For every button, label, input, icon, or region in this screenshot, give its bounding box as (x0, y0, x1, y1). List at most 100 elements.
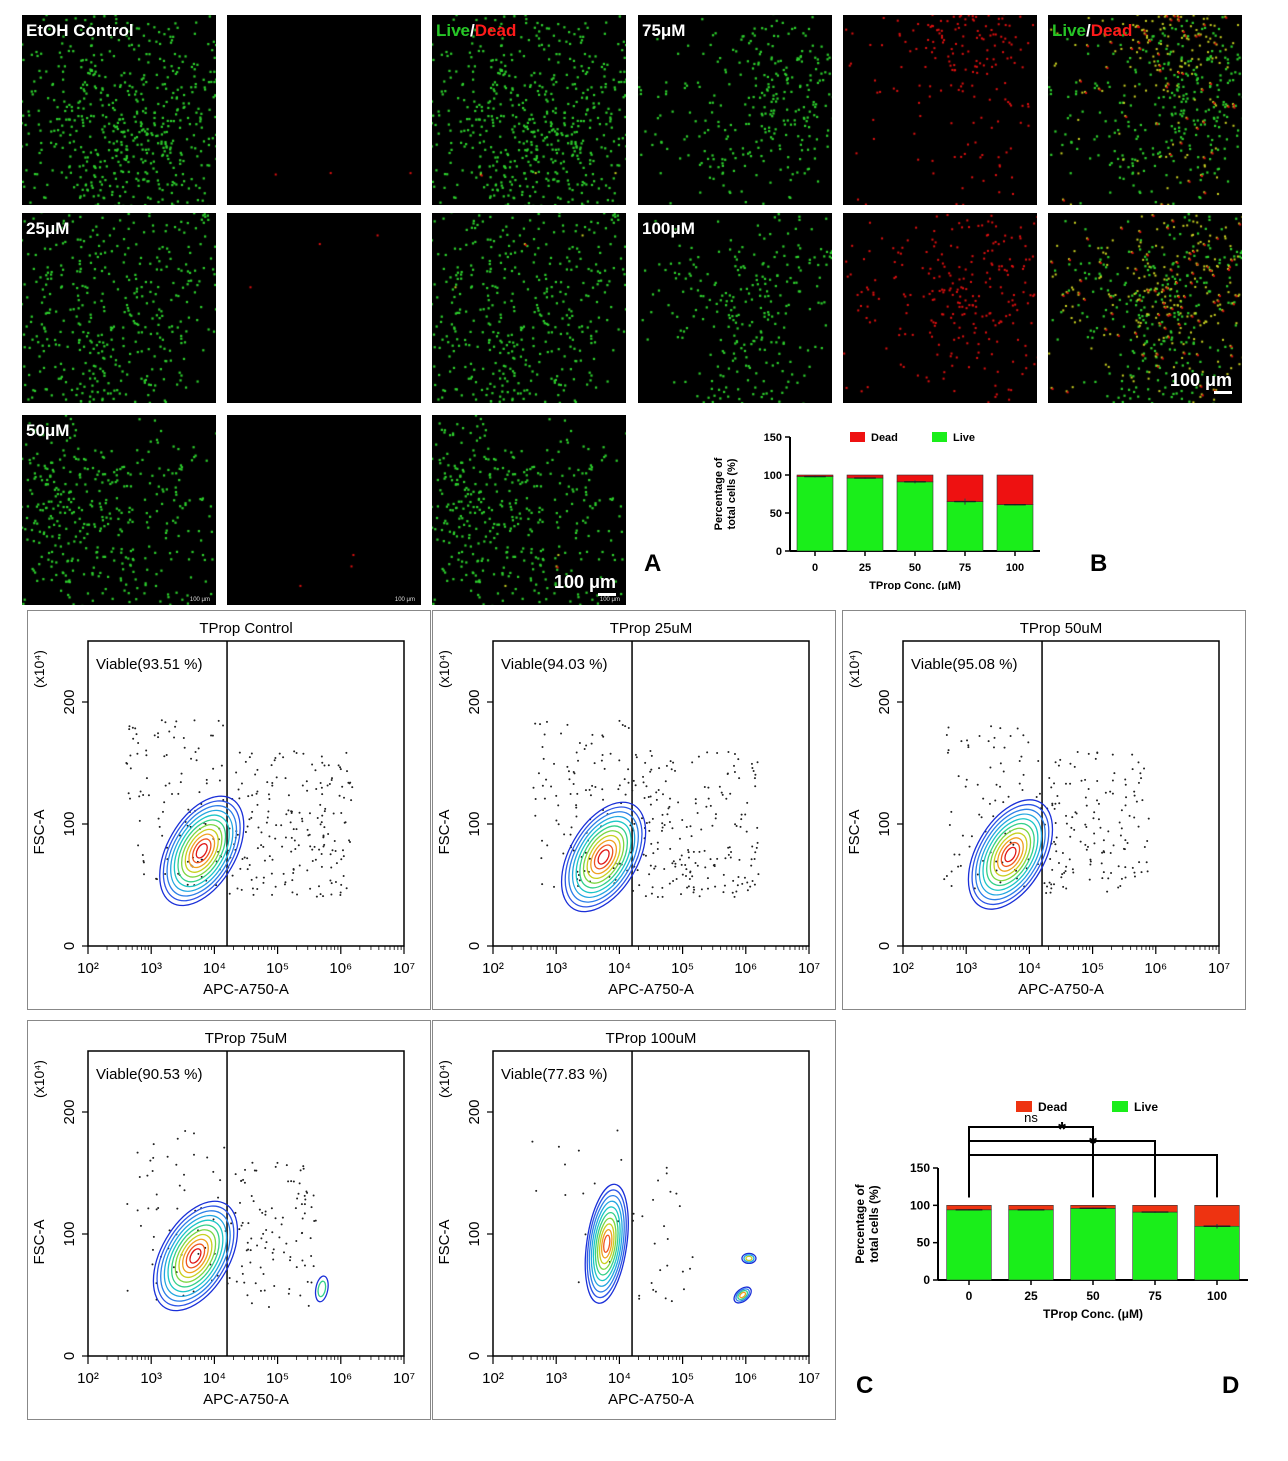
event-dot (733, 771, 736, 774)
event-dot (236, 833, 239, 836)
event-dot (295, 828, 298, 831)
y-tick-label: 50 (770, 508, 782, 520)
event-dot (684, 864, 687, 867)
density-contour (597, 849, 610, 865)
event-dot (1051, 804, 1054, 807)
event-dot (129, 767, 132, 770)
event-dot (235, 1280, 238, 1283)
event-dot (1003, 746, 1006, 749)
event-dot (663, 1225, 666, 1228)
density-contour (195, 843, 208, 859)
event-dot (275, 776, 278, 779)
event-dot (1018, 760, 1021, 763)
event-dot (576, 792, 579, 795)
event-dot (280, 1223, 283, 1226)
event-dot (578, 741, 581, 744)
event-dot (657, 1179, 660, 1182)
event-dot (129, 754, 132, 757)
event-dot (315, 895, 318, 898)
event-dot (735, 890, 738, 893)
x-axis-label: TProp Conc. (μM) (869, 580, 961, 590)
density-contour (178, 1233, 213, 1279)
event-dot (945, 874, 948, 877)
event-dot (1057, 764, 1060, 767)
event-dot (740, 813, 743, 816)
event-dot (186, 860, 189, 863)
density-contour (588, 1194, 625, 1293)
density-contour (735, 1288, 750, 1302)
event-dot (545, 778, 548, 781)
event-dot (1109, 851, 1112, 854)
event-dot (1069, 762, 1072, 765)
bar-dead (1132, 1205, 1178, 1213)
event-dot (751, 766, 754, 769)
event-dot (248, 818, 251, 821)
event-dot (553, 885, 556, 888)
event-dot (661, 826, 664, 829)
density-contour (185, 1243, 206, 1269)
event-dot (155, 1193, 158, 1196)
event-dot (322, 845, 325, 848)
event-dot (1133, 871, 1136, 874)
micrograph-merge: 100 μm (1048, 213, 1242, 403)
event-dot (257, 826, 260, 829)
event-dot (1137, 761, 1140, 764)
event-dot (271, 1231, 274, 1234)
event-dot (1087, 787, 1090, 790)
event-dot (537, 772, 540, 775)
event-dot (1018, 782, 1021, 785)
y-axis-label: FSC-A (31, 1220, 48, 1265)
y-tick-label: 100 (466, 811, 483, 836)
density-contour (167, 1219, 224, 1293)
event-dot (1133, 794, 1136, 797)
x-tick-label: 0 (966, 1289, 973, 1303)
event-dot (126, 1289, 129, 1292)
event-dot (600, 759, 603, 762)
event-dot (329, 853, 332, 856)
event-dot (1002, 801, 1005, 804)
y-tick-label: 200 (466, 689, 483, 714)
density-contour (967, 799, 1054, 910)
density-contour (733, 1286, 752, 1304)
event-dot (602, 798, 605, 801)
event-dot (1085, 804, 1088, 807)
event-dot (1124, 866, 1127, 869)
event-dot (265, 821, 268, 824)
x-tick-label: 25 (859, 562, 871, 574)
event-dot (334, 881, 337, 884)
x-tick-label: 50 (909, 562, 921, 574)
event-dot (321, 761, 324, 764)
event-dot (248, 864, 251, 867)
event-dot (655, 798, 658, 801)
event-dot (672, 761, 675, 764)
event-dot (1119, 834, 1122, 837)
x-tick-label: 10⁶ (1144, 960, 1167, 977)
event-dot (661, 895, 664, 898)
event-dot (674, 865, 677, 868)
event-dot (294, 1207, 297, 1210)
event-dot (644, 895, 647, 898)
event-dot (1146, 870, 1149, 873)
x-tick-label: 10³ (140, 1370, 162, 1387)
event-dot (1084, 843, 1087, 846)
event-dot (593, 762, 596, 765)
y-tick-label: 200 (61, 689, 78, 714)
event-dot (745, 830, 748, 833)
event-dot (1009, 734, 1012, 737)
event-dot (976, 873, 979, 876)
event-dot (555, 794, 558, 797)
x-axis-label: APC-A750-A (203, 981, 289, 998)
y-axis-label: FSC-A (846, 810, 863, 855)
event-dot (741, 882, 744, 885)
event-dot (256, 790, 259, 793)
event-dot (274, 757, 277, 760)
event-dot (978, 813, 981, 816)
event-dot (244, 830, 247, 833)
event-dot (348, 839, 351, 842)
event-dot (648, 829, 651, 832)
x-tick-label: 10⁷ (798, 1370, 820, 1387)
micrograph-merge: Live/Dead (432, 15, 626, 205)
event-dot (1055, 850, 1058, 853)
bar-chart-d: 0 50 100 150 0 25 50 75 100 TProp Conc. (μM) Perce… (853, 1100, 1248, 1321)
event-dot (572, 783, 575, 786)
